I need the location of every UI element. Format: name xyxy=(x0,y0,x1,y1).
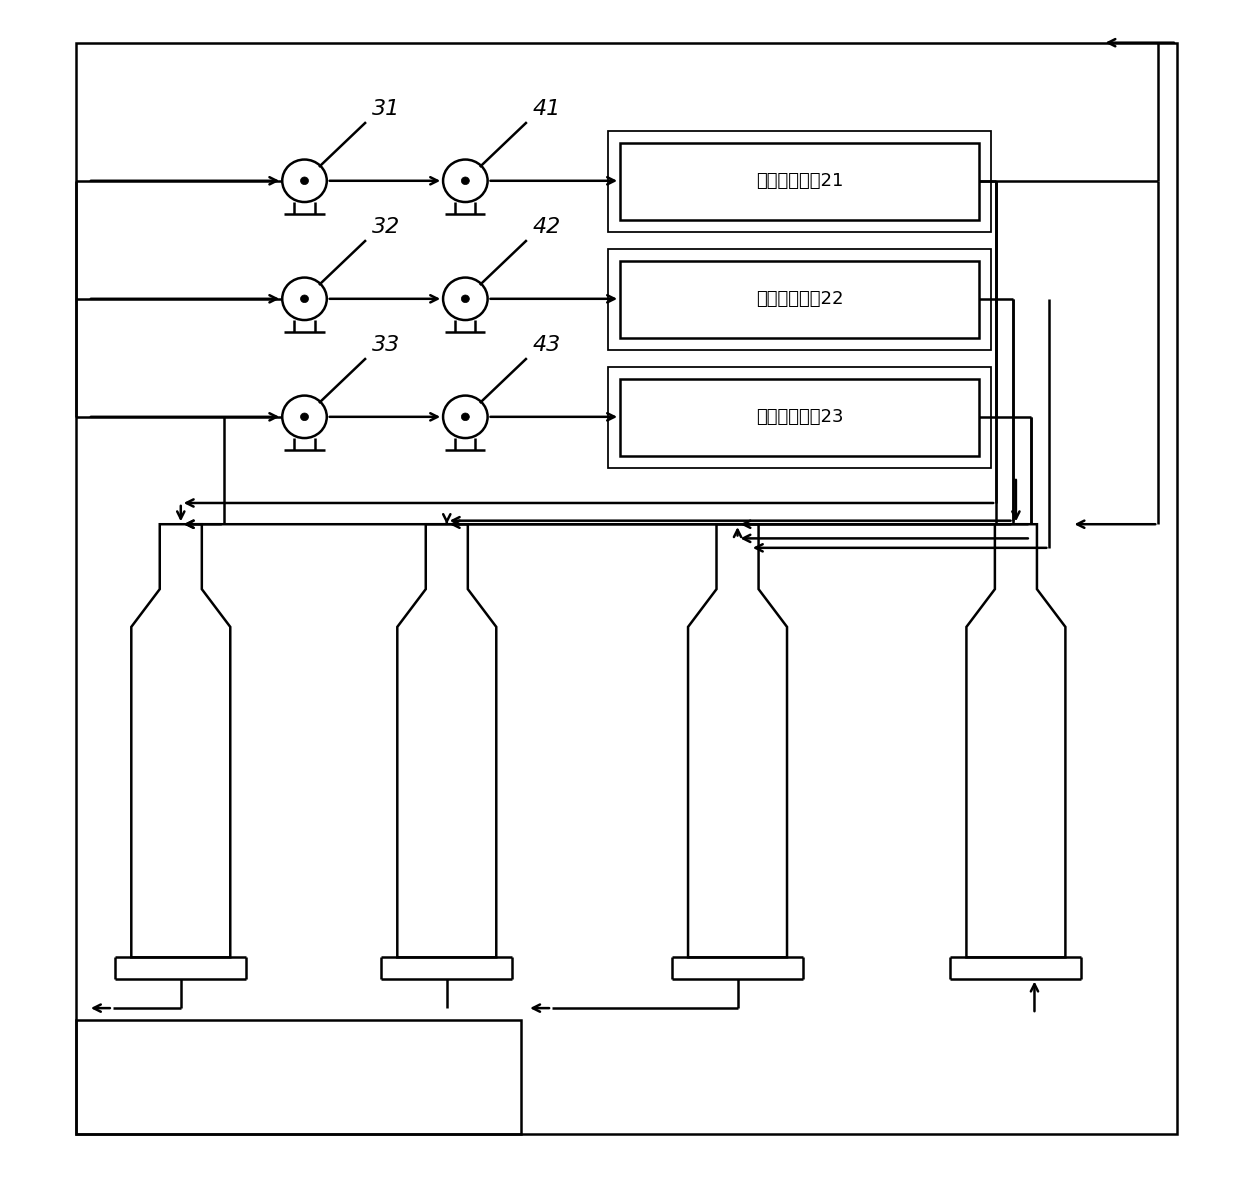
Bar xyxy=(620,379,978,455)
Circle shape xyxy=(461,177,470,185)
Polygon shape xyxy=(397,524,496,957)
Text: 42: 42 xyxy=(533,216,562,237)
Circle shape xyxy=(461,295,470,303)
Bar xyxy=(620,143,978,220)
Text: 一级处理装置21: 一级处理装置21 xyxy=(755,173,843,190)
Circle shape xyxy=(300,413,309,421)
Circle shape xyxy=(283,160,327,202)
Bar xyxy=(620,261,978,338)
Text: 三级处理装置23: 三级处理装置23 xyxy=(755,408,843,426)
Text: 32: 32 xyxy=(372,216,401,237)
Circle shape xyxy=(283,278,327,321)
Bar xyxy=(608,367,991,467)
Text: 二级处理装置22: 二级处理装置22 xyxy=(755,290,843,309)
Polygon shape xyxy=(688,524,787,957)
Circle shape xyxy=(443,160,487,202)
Bar xyxy=(76,43,1177,1134)
Bar xyxy=(76,1020,521,1134)
Bar xyxy=(608,131,991,232)
Text: 43: 43 xyxy=(533,335,562,355)
Circle shape xyxy=(283,395,327,438)
Polygon shape xyxy=(131,524,231,957)
Text: 31: 31 xyxy=(372,98,401,118)
Circle shape xyxy=(443,395,487,438)
Text: 33: 33 xyxy=(372,335,401,355)
Circle shape xyxy=(300,177,309,185)
Circle shape xyxy=(461,413,470,421)
Polygon shape xyxy=(966,524,1065,957)
Circle shape xyxy=(300,295,309,303)
Bar xyxy=(608,250,991,349)
Text: 41: 41 xyxy=(533,98,562,118)
Circle shape xyxy=(443,278,487,321)
